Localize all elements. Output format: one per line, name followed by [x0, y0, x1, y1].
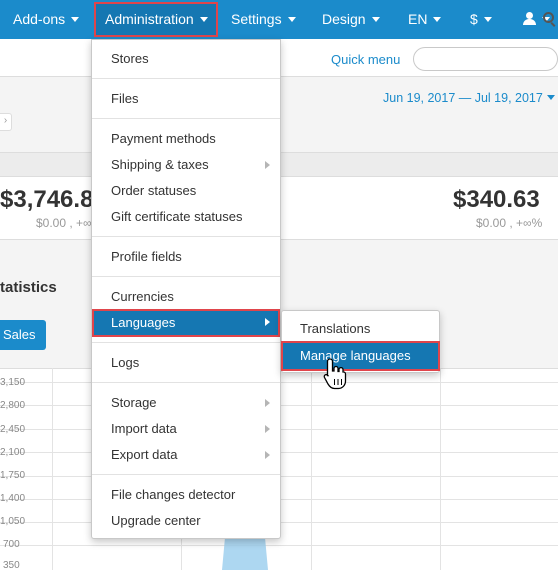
y-tick-label: 350 [3, 560, 20, 570]
menu-item-languages[interactable]: Languages [92, 309, 280, 337]
menu-divider [92, 78, 280, 79]
menu-item-label: Currencies [111, 289, 174, 304]
nav-addons-label: Add-ons [13, 11, 66, 27]
menu-item-profile-fields[interactable]: Profile fields [92, 244, 280, 270]
y-tick-label: 1,400 [0, 493, 26, 504]
y-tick-label: 2,450 [0, 424, 26, 435]
nav-settings-label: Settings [231, 11, 282, 27]
stat-change-orders-total: $0.00 , +∞% [36, 216, 103, 230]
menu-divider [92, 474, 280, 475]
submenu-item-label: Manage languages [300, 348, 411, 363]
chevron-down-icon [371, 17, 380, 22]
menu-item-currencies[interactable]: Currencies [92, 284, 280, 310]
chevron-down-icon [71, 17, 80, 22]
stat-value-orders-total: $3,746.8 [0, 186, 94, 213]
menu-item-stores[interactable]: Stores [92, 46, 280, 72]
search-input[interactable] [413, 47, 558, 71]
menu-divider [92, 118, 280, 119]
y-tick-label: 1,750 [0, 470, 26, 481]
menu-item-order-statuses[interactable]: Order statuses [92, 178, 280, 204]
administration-dropdown: Stores Files Payment methods Shipping & … [91, 39, 281, 539]
date-range-label: Jun 19, 2017 — Jul 19, 2017 [383, 91, 543, 105]
chart-gridline [440, 368, 441, 570]
menu-item-label: Storage [111, 395, 157, 410]
chevron-down-icon [546, 95, 555, 100]
menu-item-files[interactable]: Files [92, 86, 280, 112]
menu-item-gift-certificate-statuses[interactable]: Gift certificate statuses [92, 204, 280, 230]
hand-pointer-icon [323, 358, 347, 390]
chevron-down-icon [433, 17, 442, 22]
stat-change-secondary: $0.00 , +∞% [476, 216, 543, 230]
menu-item-label: Logs [111, 355, 140, 370]
chart-gridline [52, 368, 53, 570]
menu-item-storage[interactable]: Storage [92, 390, 280, 416]
chart-gridline [0, 545, 558, 546]
menu-item-logs[interactable]: Logs [92, 350, 280, 376]
menu-item-label: Stores [111, 51, 149, 66]
menu-item-upgrade-center[interactable]: Upgrade center [92, 508, 280, 534]
top-navigation: Add-ons Administration Settings Design E… [0, 0, 558, 39]
menu-item-label: Import data [111, 421, 177, 436]
nav-administration-label: Administration [105, 11, 194, 27]
menu-item-label: File changes detector [111, 487, 236, 502]
collapse-handle[interactable]: › [0, 113, 12, 131]
menu-item-label: Upgrade center [111, 513, 201, 528]
quick-menu-link[interactable]: Quick menu [331, 52, 401, 67]
menu-item-import-data[interactable]: Import data [92, 416, 280, 442]
menu-item-label: Languages [111, 315, 176, 330]
menu-divider [92, 236, 280, 237]
menu-item-label: Shipping & taxes [111, 157, 209, 172]
search-icon[interactable] [543, 12, 554, 23]
nav-design[interactable]: Design [322, 0, 380, 39]
menu-item-label: Files [111, 91, 139, 106]
menu-item-payment-methods[interactable]: Payment methods [92, 126, 280, 152]
statistics-title: tatistics [0, 279, 57, 296]
submenu-item-translations[interactable]: Translations [282, 316, 439, 342]
nav-language-label: EN [408, 11, 428, 27]
menu-item-shipping-taxes[interactable]: Shipping & taxes [92, 152, 280, 178]
submenu-item-label: Translations [300, 321, 371, 336]
menu-item-export-data[interactable]: Export data [92, 442, 280, 468]
menu-divider [92, 382, 280, 383]
chevron-down-icon [483, 17, 492, 22]
sales-tab-button[interactable]: Sales [0, 320, 46, 350]
y-tick-label: 3,150 [0, 377, 26, 388]
chart-gridline [311, 368, 312, 570]
nav-design-label: Design [322, 11, 366, 27]
user-icon [523, 12, 536, 25]
nav-settings[interactable]: Settings [231, 0, 296, 39]
chevron-down-icon [287, 17, 296, 22]
chevron-down-icon [199, 17, 208, 22]
nav-currency[interactable]: $ [470, 0, 492, 39]
menu-divider [92, 276, 280, 277]
y-tick-label: 2,800 [0, 400, 26, 411]
submenu-item-manage-languages[interactable]: Manage languages [281, 341, 440, 371]
menu-divider [92, 342, 280, 343]
y-tick-label: 1,050 [0, 516, 26, 527]
menu-item-label: Profile fields [111, 249, 182, 264]
nav-addons[interactable]: Add-ons [13, 0, 80, 39]
stat-value-secondary: $340.63 [453, 186, 540, 213]
menu-item-label: Export data [111, 447, 178, 462]
nav-language[interactable]: EN [408, 0, 442, 39]
menu-item-file-changes-detector[interactable]: File changes detector [92, 482, 280, 508]
menu-item-label: Gift certificate statuses [111, 209, 243, 224]
date-range-picker[interactable]: Jun 19, 2017 — Jul 19, 2017 [383, 91, 555, 105]
menu-item-label: Order statuses [111, 183, 197, 198]
nav-administration[interactable]: Administration [94, 2, 218, 37]
y-tick-label: 2,100 [0, 447, 26, 458]
menu-item-label: Payment methods [111, 131, 216, 146]
languages-submenu: Translations Manage languages [281, 310, 440, 373]
y-tick-label: 700 [3, 539, 20, 550]
nav-currency-label: $ [470, 11, 478, 27]
